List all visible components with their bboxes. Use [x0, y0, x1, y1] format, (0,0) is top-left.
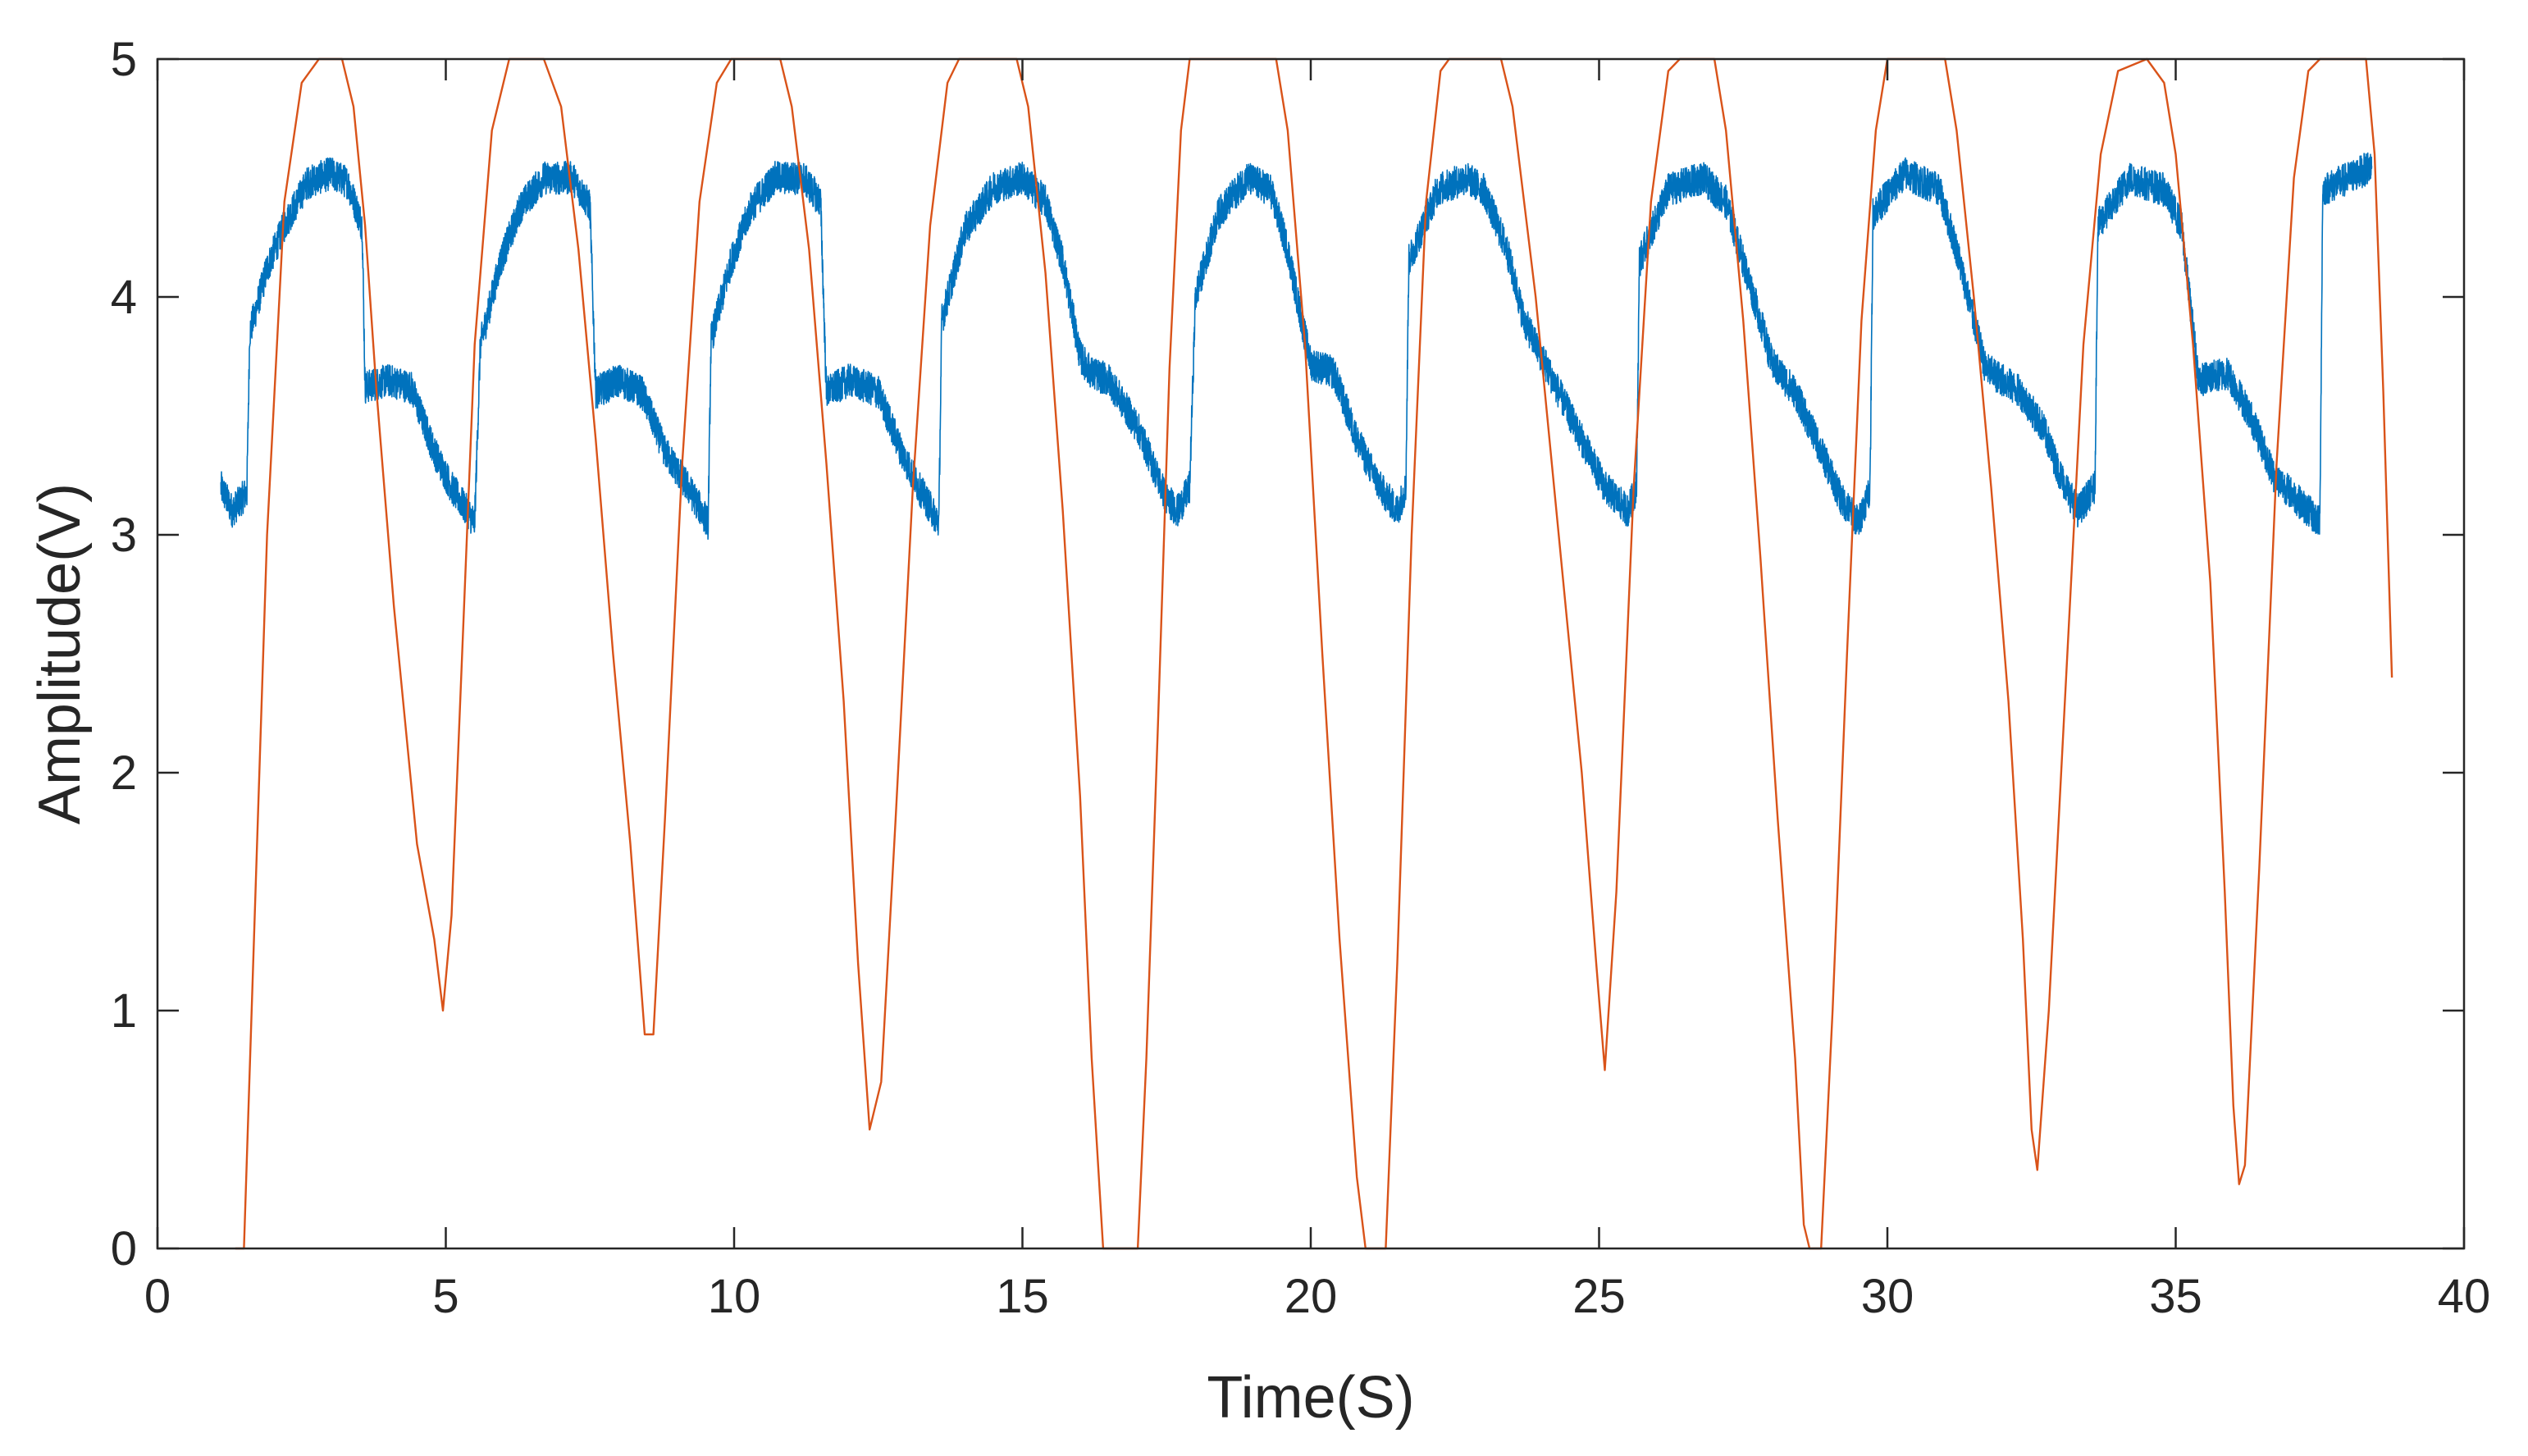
- y-tick-label: 4: [111, 271, 137, 324]
- x-tick-label: 25: [1572, 1270, 1626, 1323]
- series-line-blue: [220, 152, 2373, 540]
- x-axis-title: Time(S): [1207, 1365, 1414, 1431]
- y-tick-label: 5: [111, 33, 137, 86]
- y-tick-label: 0: [111, 1222, 137, 1276]
- x-tick-label: 15: [996, 1270, 1049, 1323]
- series-line-orange: [235, 57, 2393, 1250]
- y-axis-title: Amplitude(V): [27, 483, 93, 824]
- plot-area: [157, 59, 2464, 1248]
- x-tick-label: 35: [2149, 1270, 2202, 1323]
- x-tick-label: 20: [1285, 1270, 1338, 1323]
- series-layer: [220, 57, 2393, 1250]
- x-tick-label: 5: [432, 1270, 459, 1323]
- y-tick-label: 1: [111, 984, 137, 1038]
- y-tick-label: 3: [111, 509, 137, 562]
- x-tick-label: 0: [144, 1270, 171, 1323]
- x-tick-label: 30: [1861, 1270, 1914, 1323]
- x-tick-label: 40: [2438, 1270, 2491, 1323]
- x-tick-label: 10: [708, 1270, 761, 1323]
- tick-layer: 0 5 10 15 20 25 30 35 40 0 1 2 3 4 5: [111, 33, 2491, 1323]
- y-tick-label: 2: [111, 746, 137, 800]
